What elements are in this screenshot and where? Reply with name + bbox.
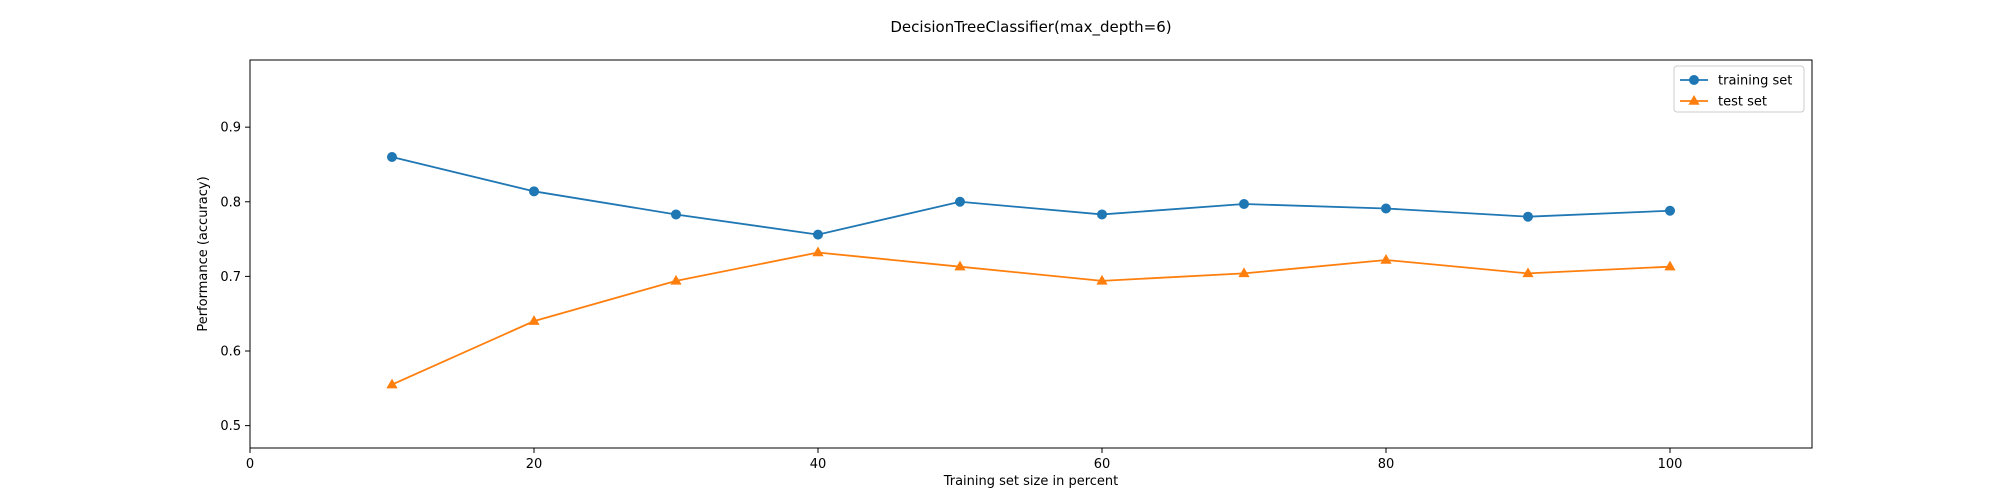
legend-item: training set bbox=[1680, 74, 1792, 89]
data-point bbox=[1522, 267, 1534, 278]
data-point bbox=[954, 260, 966, 271]
series-test-set bbox=[386, 246, 1676, 389]
x-tick-label: 60 bbox=[1094, 457, 1111, 472]
data-point bbox=[386, 378, 398, 389]
data-point bbox=[1097, 209, 1107, 220]
series-line bbox=[391, 156, 1671, 236]
x-tick-label: 0 bbox=[246, 457, 254, 472]
data-point bbox=[529, 186, 539, 197]
data-point bbox=[1665, 205, 1675, 216]
data-point bbox=[813, 229, 823, 240]
legend-marker bbox=[1689, 75, 1699, 85]
legend: training set test set bbox=[1673, 65, 1805, 113]
series-training-set bbox=[387, 152, 1675, 240]
legend-marker bbox=[1688, 94, 1700, 105]
data-point bbox=[1381, 203, 1391, 214]
data-point bbox=[1238, 267, 1250, 278]
legend-label: training set bbox=[1718, 74, 1792, 89]
x-tick-label: 20 bbox=[526, 457, 543, 472]
x-axis: 0 20 40 60 80 100 bbox=[246, 448, 1683, 472]
x-tick-label: 80 bbox=[1378, 457, 1395, 472]
plot-area bbox=[386, 152, 1676, 389]
data-point bbox=[671, 209, 681, 220]
y-tick-label: 0.7 bbox=[220, 270, 241, 285]
data-point bbox=[1096, 274, 1108, 285]
data-point bbox=[387, 152, 397, 162]
x-tick-label: 100 bbox=[1658, 457, 1683, 472]
plot-frame bbox=[249, 59, 1813, 449]
y-axis: 0.5 0.6 0.7 0.8 0.9 bbox=[220, 121, 250, 434]
y-tick-label: 0.6 bbox=[220, 345, 241, 360]
y-axis-label: Performance (accuracy) bbox=[196, 176, 211, 331]
x-tick-label: 40 bbox=[810, 457, 827, 472]
data-point bbox=[670, 274, 682, 285]
data-point bbox=[1664, 260, 1676, 271]
y-tick-label: 0.9 bbox=[220, 121, 241, 136]
data-point bbox=[955, 196, 965, 207]
data-point bbox=[1380, 253, 1392, 264]
data-point bbox=[1239, 199, 1249, 210]
chart-title: DecisionTreeClassifier(max_depth=6) bbox=[890, 18, 1171, 37]
legend-label: test set bbox=[1718, 95, 1767, 110]
y-tick-label: 0.8 bbox=[220, 195, 241, 210]
data-point bbox=[812, 246, 824, 257]
data-point bbox=[1523, 211, 1533, 222]
series-line bbox=[391, 251, 1671, 386]
y-tick-label: 0.5 bbox=[220, 419, 241, 434]
legend-item: test set bbox=[1680, 95, 1767, 110]
data-point bbox=[528, 315, 540, 325]
x-axis-label: Training set size in percent bbox=[943, 474, 1119, 489]
